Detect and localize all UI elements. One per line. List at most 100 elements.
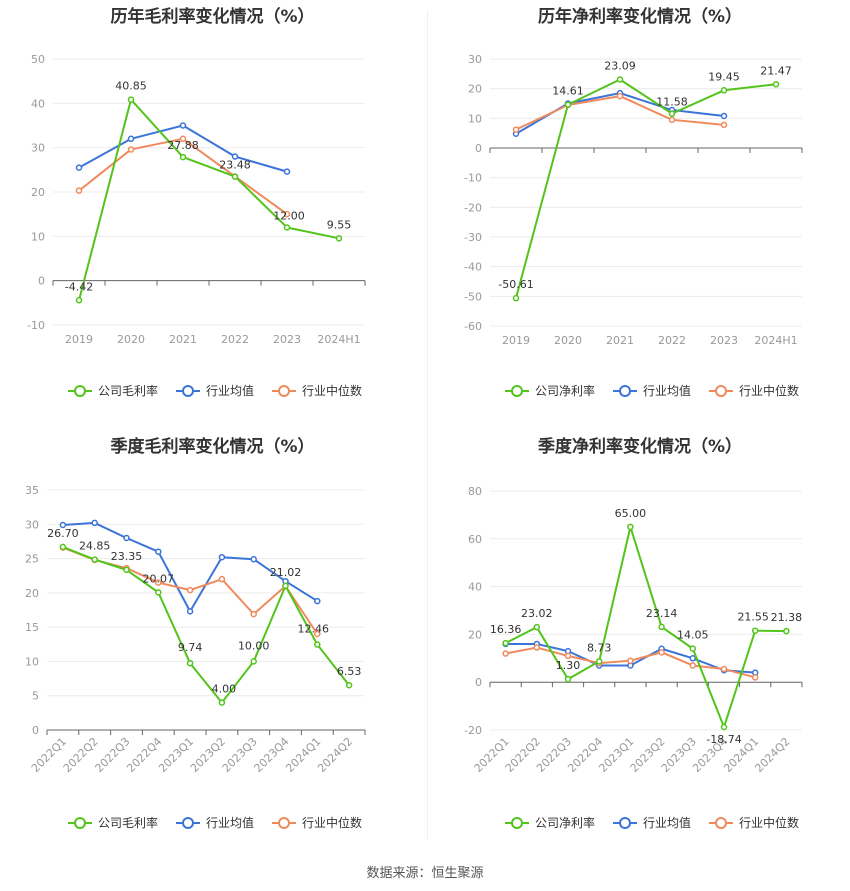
data-point [689, 655, 697, 662]
data-point [179, 153, 187, 161]
legend-marker [619, 817, 631, 829]
data-point [186, 608, 194, 615]
data-point [75, 297, 83, 304]
x-tick-label: 2022 [221, 333, 249, 346]
data-label: -4.42 [65, 280, 93, 293]
data-point [155, 548, 162, 555]
data-point [564, 101, 572, 108]
data-label: 8.73 [587, 641, 612, 654]
y-tick-label: 40 [468, 581, 482, 594]
data-point [155, 579, 162, 586]
legend-label: 行业中位数 [739, 383, 799, 398]
data-point [345, 681, 353, 689]
x-tick-label: 2024H1 [754, 334, 797, 347]
chart-title: 季度净利率变化情况（%） [537, 437, 743, 457]
data-point [179, 135, 187, 143]
data-label: 6.53 [337, 665, 362, 678]
data-label: 23.09 [604, 59, 636, 72]
y-tick-label: -10 [27, 319, 45, 332]
y-tick-label: -20 [464, 201, 482, 214]
y-tick-label: 20 [31, 186, 45, 199]
data-point [720, 723, 728, 731]
data-point [186, 659, 194, 667]
y-tick-label: -10 [464, 172, 482, 185]
data-point [250, 610, 257, 618]
data-point [616, 76, 624, 83]
y-tick-label: -30 [464, 231, 482, 244]
legend-label: 公司净利率 [535, 815, 595, 830]
data-label: 23.35 [111, 550, 143, 563]
data-point [59, 543, 67, 551]
y-tick-label: 0 [475, 676, 482, 689]
quarterly-gross-margin-panel: 季度毛利率变化情况（%） 0 5 10 15 20 25 30 35 2022Q1 2022Q2 2… [0, 430, 425, 850]
x-tick-label: 2019 [65, 333, 93, 346]
y-tick-label: 25 [25, 553, 39, 566]
data-point [186, 586, 194, 594]
data-point [595, 658, 603, 665]
legend-label: 公司净利率 [535, 383, 595, 398]
data-label: 9.55 [327, 218, 352, 231]
y-tick-label: 10 [25, 655, 39, 668]
quarterly-gross-margin-chart: 051015202530352022Q12022Q22022Q32022Q420… [25, 484, 366, 830]
legend-marker [182, 385, 194, 397]
data-point [533, 623, 541, 631]
data-label: 11.58 [656, 96, 688, 109]
data-point [91, 519, 98, 527]
data-point [502, 639, 509, 647]
legend-marker [511, 817, 523, 829]
legend-label: 行业均值 [643, 383, 691, 398]
data-label: 23.14 [646, 607, 678, 620]
y-tick-label: 10 [31, 230, 45, 243]
data-point [564, 652, 572, 660]
data-point [720, 121, 728, 129]
data-label: 65.00 [615, 507, 647, 520]
legend-label: 公司毛利率 [98, 383, 158, 398]
data-point [658, 649, 665, 656]
x-tick-label: 2020 [554, 334, 582, 347]
data-point [512, 294, 520, 302]
data-label: 12.00 [273, 209, 305, 222]
data-label: -18.74 [706, 733, 741, 746]
legend-marker [619, 385, 631, 397]
data-point [314, 630, 321, 638]
data-point [658, 623, 665, 631]
data-label: 1.30 [556, 659, 581, 672]
data-point [720, 665, 728, 673]
y-tick-label: 0 [475, 142, 482, 155]
chart-title: 季度毛利率变化情况（%） [110, 437, 315, 457]
x-tick-label: 2023 [710, 334, 738, 347]
data-point [59, 521, 67, 529]
data-point [127, 146, 135, 153]
y-tick-label: 0 [32, 724, 39, 737]
legend-marker [74, 385, 86, 397]
data-point [123, 566, 130, 574]
quarterly-net-margin-chart: -200204060802022Q12022Q22022Q32022Q42023… [464, 485, 803, 830]
y-tick-label: 50 [31, 53, 45, 66]
data-label: 27.88 [167, 139, 199, 152]
y-tick-label: 35 [25, 484, 39, 497]
y-tick-label: -40 [464, 261, 482, 274]
annual-net-margin-panel: 历年净利率变化情况（%） -60 -50 -40 -30 -20 -10 0 10 20 30 20… [430, 0, 850, 420]
data-point [335, 235, 343, 242]
data-label: 21.02 [270, 566, 302, 579]
y-tick-label: -20 [464, 724, 482, 737]
data-point [772, 81, 780, 88]
data-point [127, 135, 135, 143]
data-point [179, 122, 187, 129]
data-label: 21.38 [771, 611, 803, 624]
y-tick-label: 30 [468, 53, 482, 66]
data-point [91, 556, 98, 563]
data-point [250, 658, 257, 665]
data-point [250, 556, 257, 563]
data-label: 14.05 [677, 629, 709, 642]
data-label: 24.85 [79, 540, 111, 553]
y-tick-label: 20 [468, 83, 482, 96]
data-point [314, 597, 321, 605]
legend-marker [715, 817, 727, 829]
data-point [616, 92, 624, 100]
data-point [75, 164, 83, 171]
data-point [123, 534, 130, 542]
series-line [515, 78, 777, 299]
data-label: 40.85 [115, 80, 147, 93]
legend-marker [715, 385, 727, 397]
